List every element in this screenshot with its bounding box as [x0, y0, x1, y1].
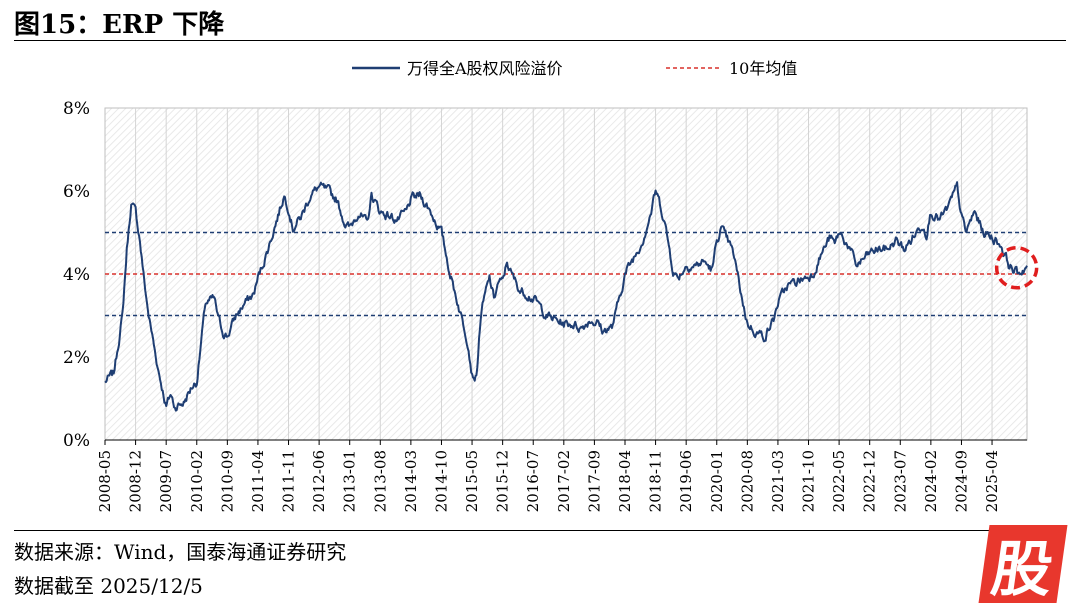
watermark-glyph: 股: [987, 534, 1058, 605]
x-tick-label: 2008-05: [96, 450, 114, 512]
x-tick-label: 2019-06: [677, 450, 695, 512]
y-tick-label: 8%: [63, 99, 90, 119]
y-tick-label: 6%: [63, 182, 90, 202]
data-date-note: 数据截至 2025/12/5: [14, 574, 203, 598]
chart-title: 图15：ERP 下降: [14, 10, 225, 40]
x-tick-label: 2023-07: [891, 450, 909, 512]
annotation-layer: [994, 246, 1039, 290]
stock-watermark-logo: 股: [978, 525, 1068, 605]
erp-series-line: [104, 181, 1028, 412]
y-tick-label: 0%: [63, 431, 90, 451]
x-tick-label: 2010-02: [188, 450, 206, 512]
x-tick-label: 2022-12: [861, 450, 879, 512]
x-tick-label: 2020-08: [738, 450, 756, 512]
y-axis: 0% 2% 4% 6% 8%: [63, 99, 90, 451]
y-tick-label: 4%: [63, 265, 90, 285]
plot-area: [104, 107, 1028, 441]
x-tick-label: 2015-12: [494, 450, 512, 512]
x-tick-label: 2010-09: [218, 450, 236, 512]
x-axis: 2008-05 2008-12 2009-07 2010-02 2010-09 2011-…: [96, 439, 1027, 512]
x-tick-label: 2018-04: [616, 450, 634, 512]
x-tick-label: 2025-04: [983, 450, 1001, 512]
title-rule: [14, 40, 1066, 41]
x-tick-label: 2013-01: [341, 450, 359, 512]
x-tick-label: 2018-11: [647, 450, 665, 512]
footer-rule: [14, 530, 1066, 531]
legend: 万得全A股权风险溢价 10年均值: [352, 59, 797, 78]
x-tick-label: 2021-03: [769, 450, 787, 512]
x-tick-label: 2022-05: [830, 450, 848, 512]
erp-line-chart: 万得全A股权风险溢价 10年均值 0%2%4%6%8% 2008-05 2008-…: [63, 59, 1039, 512]
x-tick-label: 2011-11: [280, 450, 298, 512]
x-tick-label: 2011-04: [249, 450, 267, 512]
x-tick-label: 2024-09: [952, 450, 970, 512]
x-tick-label: 2012-06: [310, 450, 328, 512]
x-tick-label: 2008-12: [127, 450, 145, 512]
x-tick-label: 2016-07: [524, 450, 542, 512]
x-tick-label: 2021-10: [800, 450, 818, 512]
x-tick-label: 2009-07: [157, 450, 175, 512]
x-tick-label: 2014-10: [432, 450, 450, 512]
x-tick-label: 2017-09: [585, 450, 603, 512]
x-tick-label: 2020-01: [708, 450, 726, 512]
y-tick-label: 2%: [63, 348, 90, 368]
legend-label-erp: 万得全A股权风险溢价: [407, 59, 563, 78]
legend-label-avg: 10年均值: [729, 59, 797, 78]
x-tick-label: 2024-02: [922, 450, 940, 512]
x-tick-label: 2017-02: [555, 450, 573, 512]
x-tick-label: 2013-08: [371, 450, 389, 512]
highlight-circle: [994, 246, 1039, 290]
series-layer: [104, 181, 1028, 412]
source-note: 数据来源：Wind，国泰海通证券研究: [14, 540, 347, 564]
x-tick-label: 2014-03: [402, 450, 420, 512]
x-tick-label: 2015-05: [463, 450, 481, 512]
